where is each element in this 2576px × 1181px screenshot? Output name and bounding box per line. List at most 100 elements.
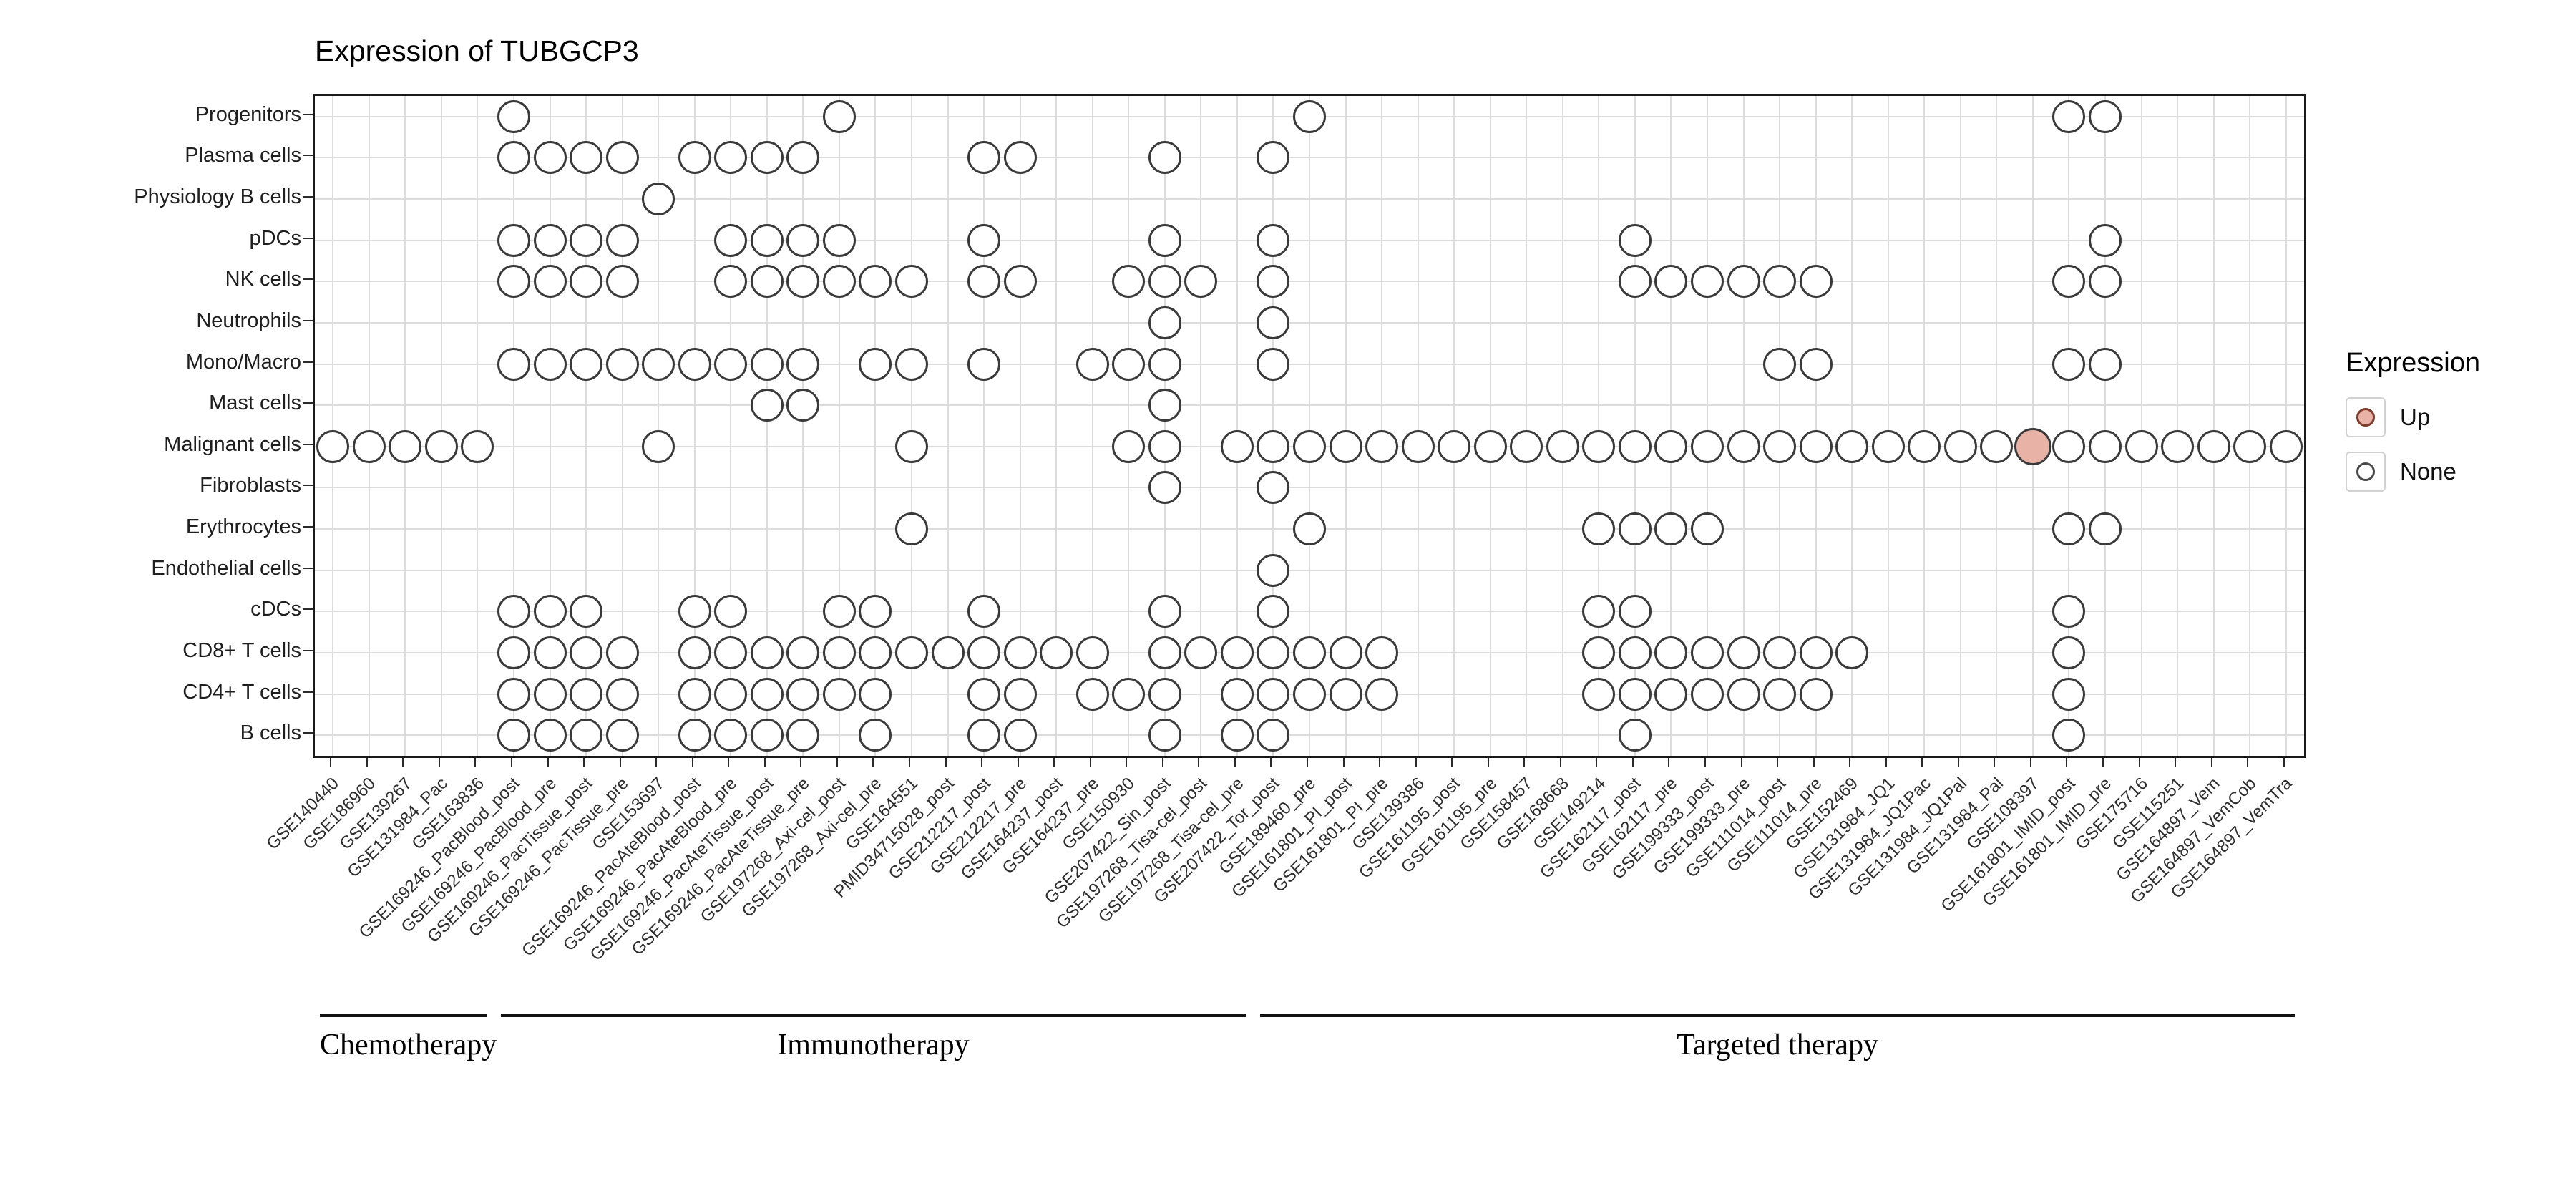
expression-dot [859,636,892,669]
expression-dot [1148,595,1181,628]
gridline-vertical [1526,96,1528,756]
expression-dot [1835,636,1869,669]
gridline-vertical [730,96,732,756]
expression-dot [1727,265,1760,298]
expression-dot [1763,347,1797,381]
gridline-vertical [693,96,696,756]
expression-dot [786,636,820,669]
legend-item-none: None [2346,452,2480,492]
expression-dot [642,347,675,381]
row-label: NK cells [225,268,301,291]
gridline-vertical [874,96,877,756]
x-tick [1415,758,1417,767]
expression-dot [1220,429,1254,463]
expression-dot [605,719,639,752]
expression-dot [1691,636,1724,669]
expression-dot [1293,512,1326,546]
gridline-vertical [1996,96,1998,756]
x-tick [1270,758,1272,767]
x-tick [1704,758,1706,767]
expression-dot [967,265,1001,298]
expression-dot [1654,512,1688,546]
expression-dot [2052,265,2086,298]
expression-dot [1148,429,1181,463]
expression-dot [967,595,1001,628]
x-tick [1342,758,1345,767]
expression-dot [1908,429,1941,463]
x-tick [1487,758,1489,767]
expression-dot [714,719,748,752]
expression-dot [1763,636,1797,669]
gridline-vertical [1707,96,1708,756]
group-label: Chemotherapy [320,1029,497,1061]
expression-dot [570,595,603,628]
expression-dot [1799,677,1833,711]
expression-dot [859,677,892,711]
expression-dot [424,429,458,463]
gridline-vertical [2104,96,2106,756]
group-underline [320,1014,487,1017]
x-tick [1198,758,1200,767]
expression-dot [1618,595,1652,628]
chart-title: Expression of TUBGCP3 [315,34,639,67]
expression-dot [1148,389,1181,422]
legend-key [2346,397,2386,437]
expression-dot [1184,265,1218,298]
expression-dot [1365,636,1399,669]
gridline-vertical [2285,96,2287,756]
row-label: B cells [240,721,301,745]
group-label: Immunotherapy [777,1029,970,1061]
expression-dot [605,265,639,298]
x-tick [1234,758,1236,767]
expression-dot [2089,99,2122,133]
gridline-vertical [838,96,840,756]
legend-item-label: Up [2400,404,2431,430]
expression-dot [1329,677,1362,711]
y-tick [303,361,313,363]
gridline-vertical [621,96,623,756]
gridline-vertical [1742,96,1745,756]
expression-dot [533,719,567,752]
x-tick [872,758,874,767]
expression-dot [1727,677,1760,711]
y-tick [303,155,313,157]
expression-dot [2052,636,2086,669]
gridline-vertical [1309,96,1310,756]
x-tick [1885,758,1887,767]
gridline-vertical [766,96,768,756]
expression-dot [859,265,892,298]
expression-dot [1582,636,1616,669]
expression-dot [1257,223,1290,257]
expression-dot [570,636,603,669]
gridline-horizontal [315,404,2304,407]
expression-dot [750,719,784,752]
x-tick [1994,758,1996,767]
expression-dot [2089,223,2122,257]
expression-dot [1582,429,1616,463]
expression-dot [1257,719,1290,752]
legend-title: Expression [2346,348,2480,378]
gridline-horizontal [315,281,2304,283]
expression-dot [497,719,530,752]
gridline-vertical [2249,96,2251,756]
y-tick [303,649,313,651]
expression-dot [786,719,820,752]
row-label: Progenitors [195,102,301,126]
expression-dot [533,223,567,257]
expression-dot [1799,429,1833,463]
expression-dot [570,141,603,175]
plot-area [313,94,2306,758]
expression-dot [1654,636,1688,669]
expression-dot [2052,512,2086,546]
expression-dot [931,636,965,669]
expression-dot [1473,429,1507,463]
expression-dot [2052,719,2086,752]
expression-dot [1112,677,1146,711]
x-tick [619,758,621,767]
expression-dot [750,141,784,175]
x-tick [1813,758,1815,767]
expression-dot [1257,265,1290,298]
expression-dot [533,265,567,298]
expression-dot [678,636,711,669]
